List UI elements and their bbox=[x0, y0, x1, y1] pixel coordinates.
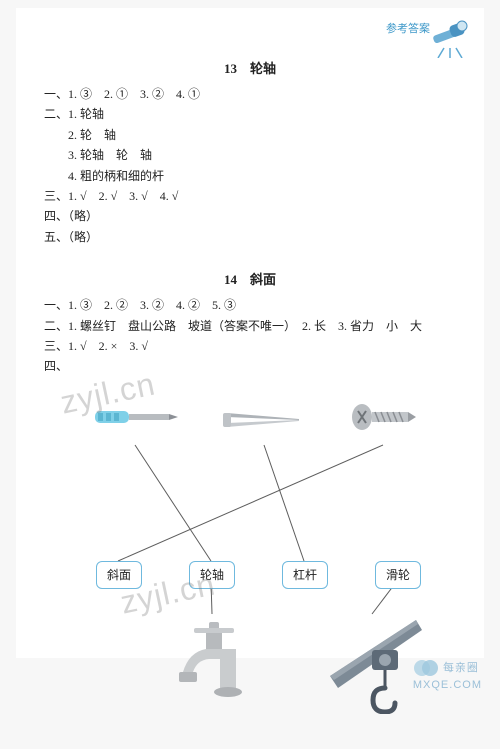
s13-line: 3. 轮轴 轮 轴 bbox=[44, 145, 456, 165]
faucet-icon bbox=[169, 614, 255, 714]
telescope-icon bbox=[428, 18, 470, 58]
s14-line: 四、 bbox=[44, 356, 456, 376]
bottom-watermark: 每亲圈 MXQE.COM bbox=[413, 657, 482, 691]
screw-icon bbox=[348, 389, 418, 445]
s13-line: 三、1. √ 2. √ 3. √ 4. √ bbox=[44, 186, 456, 206]
section-14-title: 14 斜面 bbox=[44, 269, 456, 291]
bottom-text: MXQE.COM bbox=[413, 679, 482, 691]
page: 参考答案 13 轮轴 一、1. ③ 2. ① 3. ② 4. ① 二、1. 轮轴… bbox=[16, 8, 484, 658]
header-answers-label: 参考答案 bbox=[386, 20, 430, 39]
s13-line: 二、1. 轮轴 bbox=[44, 104, 456, 124]
s13-line: 4. 粗的柄和细的杆 bbox=[44, 166, 456, 186]
s14-line: 三、1. √ 2. × 3. √ bbox=[44, 336, 456, 356]
bottom-logo-icon bbox=[413, 657, 439, 679]
s13-line: 2. 轮 轴 bbox=[44, 125, 456, 145]
label-ganggan: 杠杆 bbox=[282, 561, 328, 589]
matching-diagram: 斜面 轮轴 杠杆 滑轮 bbox=[44, 379, 454, 749]
screwdriver-icon bbox=[90, 389, 180, 445]
bottom-prefix: 每亲圈 bbox=[443, 662, 479, 674]
label-lunzhou: 轮轴 bbox=[189, 561, 235, 589]
s13-line: 一、1. ③ 2. ① 3. ② 4. ① bbox=[44, 84, 456, 104]
section-13-title: 13 轮轴 bbox=[44, 58, 456, 80]
label-hualun: 滑轮 bbox=[375, 561, 421, 589]
tweezers-icon bbox=[219, 389, 309, 445]
s14-line: 二、1. 螺丝钉 盘山公路 坡道（答案不唯一） 2. 长 3. 省力 小 大 bbox=[44, 316, 456, 336]
s13-line: 四、（略） bbox=[44, 206, 456, 226]
s13-line: 五、（略） bbox=[44, 227, 456, 247]
crane-hook-icon bbox=[320, 614, 425, 714]
s14-line: 一、1. ③ 2. ② 3. ② 4. ② 5. ③ bbox=[44, 295, 456, 315]
label-xiemian: 斜面 bbox=[96, 561, 142, 589]
